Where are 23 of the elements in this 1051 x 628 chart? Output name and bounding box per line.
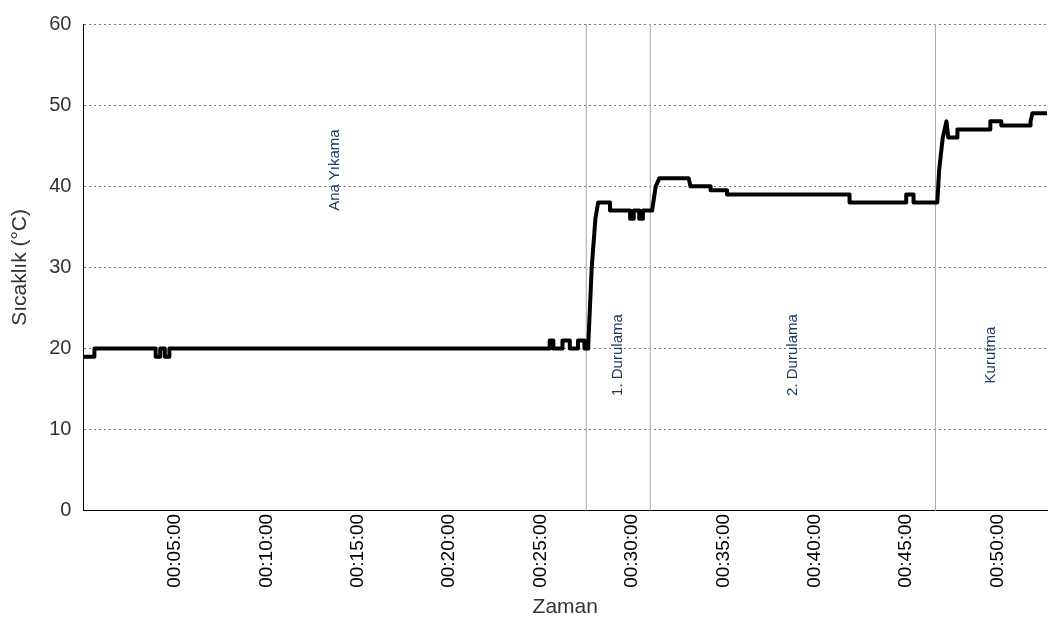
x-tick-label: 00:35:00 (711, 513, 733, 588)
y-tick-label: 20 (49, 336, 72, 359)
y-axis-title: Sıcaklık (°C) (7, 208, 31, 326)
x-tick-label: 00:20:00 (437, 513, 459, 588)
x-tick-label: 00:10:00 (254, 513, 276, 588)
x-tick-label: 00:50:00 (985, 513, 1007, 588)
annotation: 1. Durulama (608, 313, 626, 396)
x-tick-label: 00:05:00 (163, 513, 185, 588)
x-tick-label: 00:40:00 (803, 513, 825, 588)
x-tick-label: 00:25:00 (528, 513, 550, 588)
y-tick-label: 50 (49, 92, 72, 115)
y-tick-label: 30 (49, 254, 72, 277)
x-tick-label: 00:30:00 (620, 513, 642, 588)
x-axis-title: Zaman (532, 594, 598, 618)
annotation: Kurutma (981, 326, 999, 384)
annotation: Ana Yıkama (324, 128, 342, 211)
annotation: 2. Durulama (783, 313, 800, 396)
x-tick-label: 00:15:00 (345, 513, 367, 588)
y-tick-label: 60 (49, 11, 72, 34)
y-tick-label: 0 (60, 498, 72, 521)
y-tick-label: 40 (49, 173, 72, 196)
y-tick-label: 10 (49, 417, 72, 440)
x-tick-label: 00:45:00 (894, 513, 916, 588)
